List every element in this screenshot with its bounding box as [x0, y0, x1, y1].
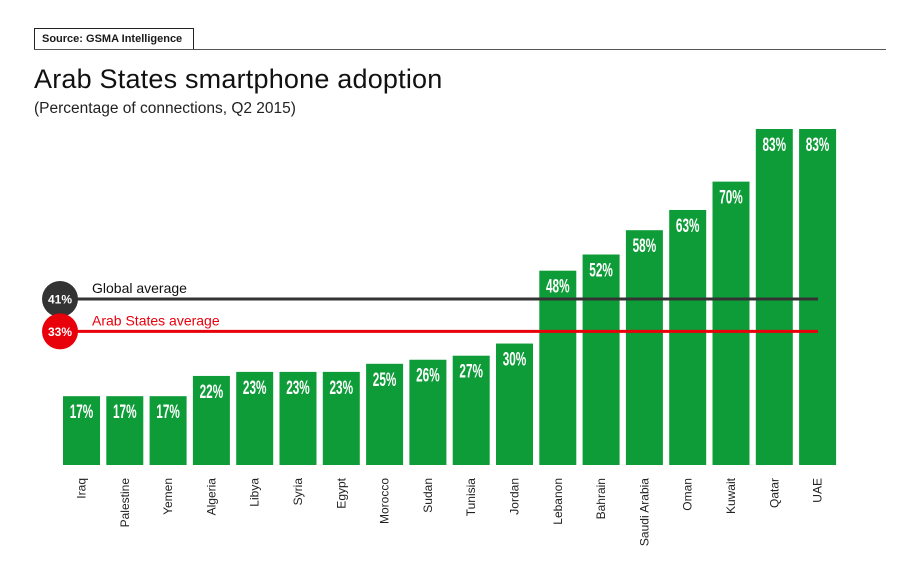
reference-badge-label: 33% [48, 325, 72, 339]
category-tick-label: Jordan [508, 478, 522, 515]
bar [409, 359, 447, 465]
category-tick-label: Libya [248, 478, 262, 507]
bar [149, 396, 187, 465]
reference-badge [42, 281, 78, 318]
bar-value-label: 23% [330, 378, 354, 398]
bar [236, 371, 274, 465]
bar-value-label: 26% [416, 366, 440, 386]
chart-subtitle: (Percentage of connections, Q2 2015) [34, 100, 296, 117]
bar-value-label: 17% [70, 403, 94, 423]
bar [452, 355, 490, 465]
bar-value-label: 83% [763, 135, 787, 155]
bar [366, 363, 404, 465]
reference-line-label: Arab States average [92, 312, 220, 328]
category-tick-label: Morocco [378, 478, 392, 524]
bar-value-label: 58% [633, 237, 657, 257]
bar-value-label: 23% [286, 378, 310, 398]
category-tick-label: Palestine [118, 478, 132, 528]
bar [322, 371, 360, 465]
bar [755, 129, 793, 465]
bar [496, 343, 533, 465]
category-tick-label: Syria [291, 478, 305, 506]
bar [63, 396, 100, 465]
bar [192, 375, 230, 465]
bar [582, 254, 620, 465]
chart-title: Arab States smartphone adoption [34, 64, 443, 94]
category-tick-label: Tunisia [464, 478, 478, 517]
bar-value-label: 17% [113, 403, 137, 423]
source-label: Source: GSMA Intelligence [42, 33, 183, 45]
category-tick-label: Oman [681, 478, 695, 511]
category-tick-label: Sudan [421, 478, 435, 513]
bar-value-label: 83% [806, 135, 830, 155]
source-divider [34, 49, 886, 50]
bar-value-label: 23% [243, 378, 267, 398]
reference-line-label: Global average [92, 280, 187, 296]
category-tick-label: Saudi Arabia [637, 478, 651, 546]
bar [799, 129, 837, 465]
category-tick-label: Bahrain [594, 478, 608, 519]
category-tick-label: Algeria [204, 478, 218, 516]
category-tick-label: UAE [811, 478, 825, 503]
bar-value-label: 17% [156, 403, 180, 423]
bar [669, 209, 707, 465]
category-tick-label: Kuwait [724, 477, 738, 514]
reference-badge-label: 41% [48, 293, 72, 307]
bar-value-label: 25% [373, 370, 397, 390]
bar-value-label: 22% [200, 382, 224, 402]
reference-badge [42, 313, 78, 350]
bar [106, 396, 144, 465]
bar-value-label: 30% [503, 350, 527, 370]
bar-value-label: 48% [546, 277, 570, 297]
bar [712, 181, 750, 465]
bar-value-label: 27% [459, 362, 483, 382]
bar-value-label: 63% [676, 216, 700, 236]
bar [539, 270, 577, 465]
category-tick-label: Iraq [75, 478, 89, 499]
category-tick-label: Yemen [161, 478, 175, 515]
category-tick-label: Egypt [334, 477, 348, 508]
bar-value-label: 52% [589, 261, 613, 281]
bar [625, 230, 663, 465]
category-tick-label: Lebanon [551, 478, 565, 525]
bar-value-label: 70% [719, 188, 743, 208]
bar [279, 371, 317, 465]
category-tick-label: Qatar [767, 478, 781, 508]
